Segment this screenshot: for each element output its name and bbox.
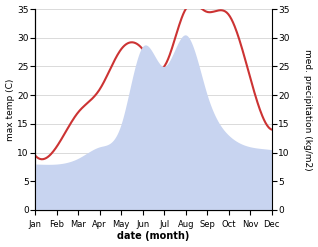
Y-axis label: med. precipitation (kg/m2): med. precipitation (kg/m2) <box>303 49 313 170</box>
X-axis label: date (month): date (month) <box>117 231 190 242</box>
Y-axis label: max temp (C): max temp (C) <box>5 78 15 141</box>
